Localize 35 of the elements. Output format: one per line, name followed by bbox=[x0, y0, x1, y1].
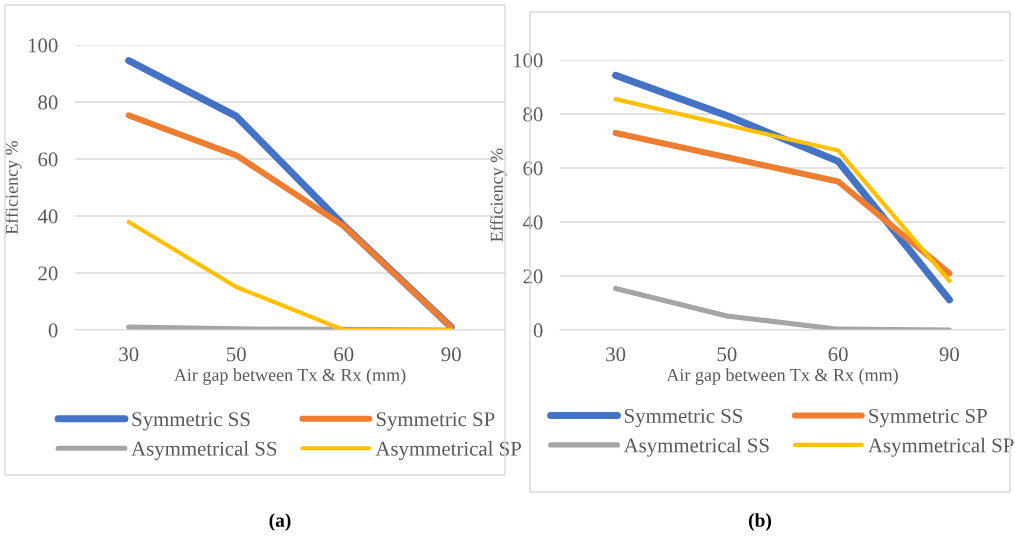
legend-label: Asymmetrical SS bbox=[131, 441, 277, 461]
y-tick-label: 0 bbox=[48, 323, 58, 338]
x-tick-label: 30 bbox=[119, 347, 139, 362]
y-axis-title: Efficiency % bbox=[489, 148, 507, 242]
x-tick-label: 90 bbox=[939, 347, 959, 362]
legend-label: Asymmetrical SP bbox=[375, 441, 521, 461]
legend-label: Symmetric SS bbox=[132, 412, 250, 431]
x-axis-title: Air gap between Tx & Rx (mm) bbox=[666, 368, 898, 385]
y-tick-label: 100 bbox=[28, 38, 58, 53]
legend-label: Asymmetrical SS bbox=[623, 437, 769, 457]
y-axis-title: Efficiency % bbox=[4, 140, 22, 235]
y-tick-label: 40 bbox=[37, 209, 58, 224]
x-tick-label: 60 bbox=[828, 347, 848, 362]
y-tick-label: 80 bbox=[523, 107, 543, 122]
legend-label: Symmetric SP bbox=[376, 412, 495, 431]
legend-label: Asymmetrical SP bbox=[868, 437, 1014, 457]
y-tick-label: 20 bbox=[38, 266, 58, 281]
text: (a) bbox=[269, 513, 291, 531]
x-axis-title: Air gap between Tx & Rx (mm) bbox=[174, 368, 406, 385]
y-tick-label: 0 bbox=[533, 323, 543, 338]
text: (b) bbox=[748, 513, 772, 531]
x-tick-label: 90 bbox=[441, 347, 461, 362]
y-tick-label: 80 bbox=[38, 95, 58, 110]
y-tick-label: 100 bbox=[513, 53, 543, 68]
legend-label: Symmetric SP bbox=[869, 408, 987, 428]
x-tick-label: 50 bbox=[717, 347, 737, 362]
legend-label: Symmetric SS bbox=[624, 408, 743, 428]
y-tick-label: 60 bbox=[38, 152, 58, 167]
x-tick-label: 30 bbox=[606, 347, 626, 362]
x-tick-label: 60 bbox=[334, 347, 354, 362]
line-series bbox=[613, 97, 952, 283]
y-tick-label: 40 bbox=[522, 215, 543, 230]
y-tick-label: 20 bbox=[523, 269, 543, 284]
y-tick-label: 60 bbox=[523, 161, 543, 176]
x-tick-label: 50 bbox=[227, 347, 246, 362]
